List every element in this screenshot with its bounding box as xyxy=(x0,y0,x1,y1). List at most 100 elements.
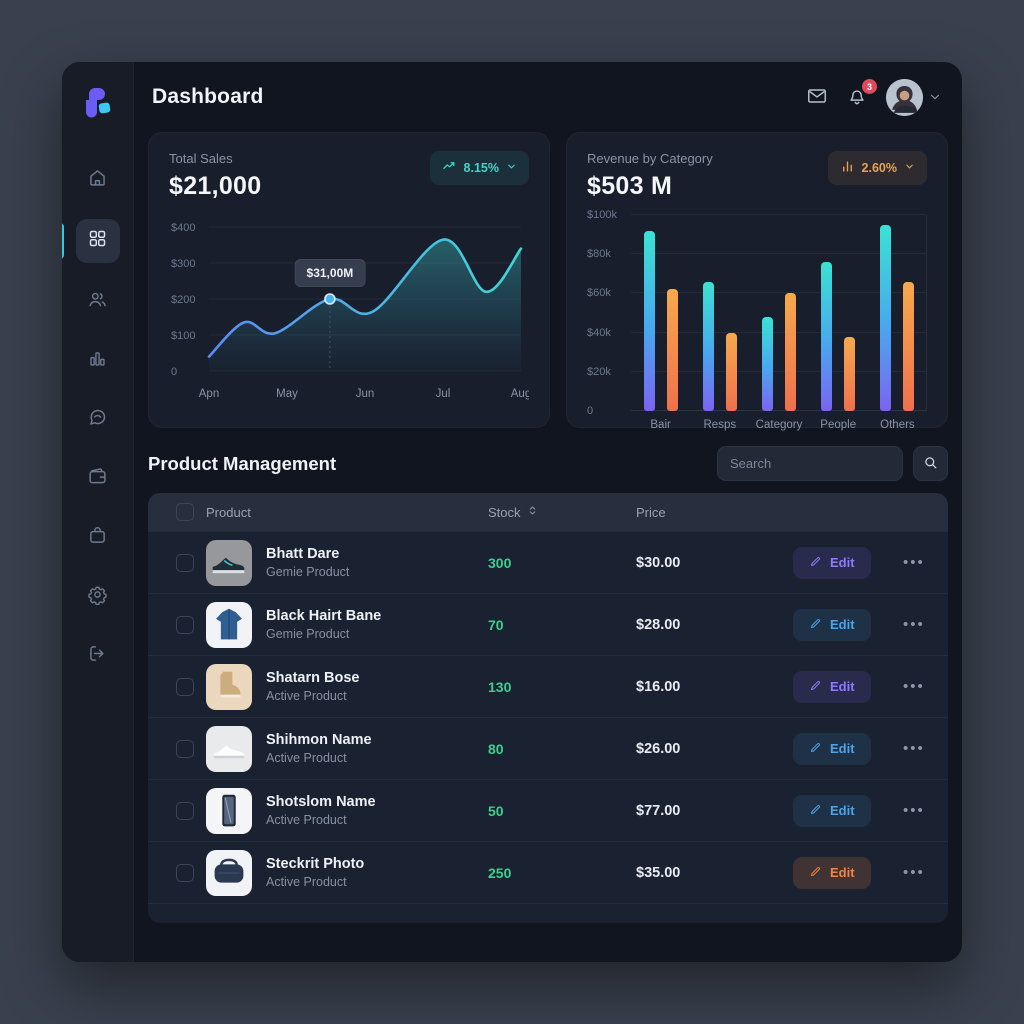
section-title: Product Management xyxy=(148,452,337,474)
bar-primary[interactable] xyxy=(702,281,714,411)
product-image xyxy=(206,787,252,834)
row-menu-button[interactable]: ••• xyxy=(903,677,925,695)
pencil-icon xyxy=(809,741,822,757)
sidebar-item-dashboard[interactable] xyxy=(62,219,120,263)
sidebar-nav xyxy=(62,160,120,676)
user-menu[interactable] xyxy=(886,78,942,116)
gridline xyxy=(631,370,926,372)
stats-cards: Total Sales $21,000 8.15% $400 $30 xyxy=(148,132,948,431)
product-subtitle: Active Product xyxy=(266,813,347,827)
bar-secondary[interactable] xyxy=(666,289,678,411)
bar-primary[interactable] xyxy=(643,230,655,411)
app-logo-icon xyxy=(79,84,117,122)
row-menu-button[interactable]: ••• xyxy=(903,801,925,819)
row-menu-button[interactable]: ••• xyxy=(903,863,925,881)
row-checkbox[interactable] xyxy=(176,801,194,820)
y-tick: $60k xyxy=(587,287,611,300)
pencil-icon xyxy=(809,803,822,819)
bar-secondary[interactable] xyxy=(784,293,796,411)
row-checkbox[interactable] xyxy=(176,863,194,882)
revenue-card: Revenue by Category $503 M 2.60% xyxy=(566,132,948,431)
pencil-icon xyxy=(809,555,822,571)
product-name: Bhatt Dare xyxy=(266,546,340,562)
product-subtitle: Active Product xyxy=(266,875,347,889)
bar-chart-y-axis: $100k $80k $60k $40k $20k 0 xyxy=(587,209,631,417)
row-checkbox[interactable] xyxy=(176,677,194,696)
home-icon xyxy=(87,167,108,193)
edit-button[interactable]: Edit xyxy=(793,670,871,703)
edit-button[interactable]: Edit xyxy=(793,856,871,889)
sidebar-item-analytics[interactable] xyxy=(78,341,118,381)
search-input[interactable] xyxy=(717,446,903,481)
chevron-down-icon xyxy=(506,161,517,175)
edit-button[interactable]: Edit xyxy=(793,546,871,579)
sales-trend-value: 8.15% xyxy=(463,161,499,175)
row-menu-button[interactable]: ••• xyxy=(903,739,925,757)
total-sales-card: Total Sales $21,000 8.15% $400 $30 xyxy=(148,132,550,428)
page-title: Dashboard xyxy=(152,85,264,108)
mail-button[interactable] xyxy=(806,85,830,109)
sidebar-item-home[interactable] xyxy=(78,160,118,200)
product-subtitle: Active Product xyxy=(266,689,347,703)
sidebar-item-users[interactable] xyxy=(78,282,118,322)
sidebar-item-settings[interactable] xyxy=(78,577,118,617)
x-tick: Category xyxy=(755,419,803,431)
trend-up-icon xyxy=(442,159,457,177)
column-stock[interactable]: Stock xyxy=(488,504,636,520)
price-value: $30.00 xyxy=(636,554,681,571)
analytics-icon xyxy=(87,348,108,374)
wallet-icon xyxy=(87,466,108,492)
sidebar xyxy=(62,62,134,962)
gridline xyxy=(631,214,926,215)
edit-button[interactable]: Edit xyxy=(793,608,871,641)
logout-icon xyxy=(87,643,108,669)
y-tick: $40k xyxy=(587,326,611,339)
chart-tooltip: $31,00M xyxy=(294,259,366,287)
y-tick: 0 xyxy=(587,405,594,417)
bar-secondary[interactable] xyxy=(725,332,737,411)
bar-primary[interactable] xyxy=(761,316,773,411)
row-checkbox[interactable] xyxy=(176,615,194,634)
edit-button[interactable]: Edit xyxy=(793,794,871,827)
sidebar-item-messages[interactable] xyxy=(78,400,118,440)
sales-trend-dropdown[interactable]: 8.15% xyxy=(429,151,529,185)
chevron-down-icon xyxy=(904,161,915,175)
revenue-trend-dropdown[interactable]: 2.60% xyxy=(827,151,927,185)
svg-text:0: 0 xyxy=(171,366,177,378)
revenue-value: $503 M xyxy=(587,172,673,200)
table-row: Shatarn Bose Active Product 130 $16.00 Edit •… xyxy=(148,655,948,717)
row-menu-button[interactable]: ••• xyxy=(903,615,925,633)
sort-icon[interactable] xyxy=(526,504,539,520)
table-body: Bhatt Dare Gemie Product 300 $30.00 Edit ••• B… xyxy=(148,531,948,903)
price-value: $16.00 xyxy=(636,678,681,695)
main-area: Dashboard 3 xyxy=(134,62,962,962)
bar-primary[interactable] xyxy=(879,224,891,411)
price-value: $35.00 xyxy=(636,864,681,881)
row-menu-button[interactable]: ••• xyxy=(903,553,925,571)
bar-secondary[interactable] xyxy=(902,281,914,411)
svg-text:$200: $200 xyxy=(171,294,195,306)
y-tick: $100k xyxy=(587,209,617,221)
product-name: Shatarn Bose xyxy=(266,670,360,686)
svg-text:$300: $300 xyxy=(171,258,195,270)
product-section-header: Product Management xyxy=(148,446,948,481)
svg-text:Jun: Jun xyxy=(356,388,375,400)
row-checkbox[interactable] xyxy=(176,553,194,572)
select-all-checkbox[interactable] xyxy=(176,503,194,521)
edit-button[interactable]: Edit xyxy=(793,732,871,765)
bar-secondary[interactable] xyxy=(843,336,855,411)
bar-primary[interactable] xyxy=(820,262,832,411)
sidebar-item-orders[interactable] xyxy=(78,518,118,558)
notifications-button[interactable]: 3 xyxy=(846,79,877,109)
sidebar-item-wallet[interactable] xyxy=(78,459,118,499)
row-checkbox[interactable] xyxy=(176,739,194,758)
y-tick: $20k xyxy=(587,365,611,378)
table-header-row: Product Stock Price xyxy=(148,493,948,531)
product-name: Black Hairt Bane xyxy=(266,608,382,624)
sidebar-item-logout[interactable] xyxy=(78,636,118,676)
notification-badge: 3 xyxy=(862,79,877,94)
pencil-icon xyxy=(809,865,822,881)
bar-chart-plot xyxy=(631,214,927,411)
product-table: Product Stock Price Bhatt Dare Gemie Prod… xyxy=(148,493,948,923)
search-button[interactable] xyxy=(913,446,948,481)
